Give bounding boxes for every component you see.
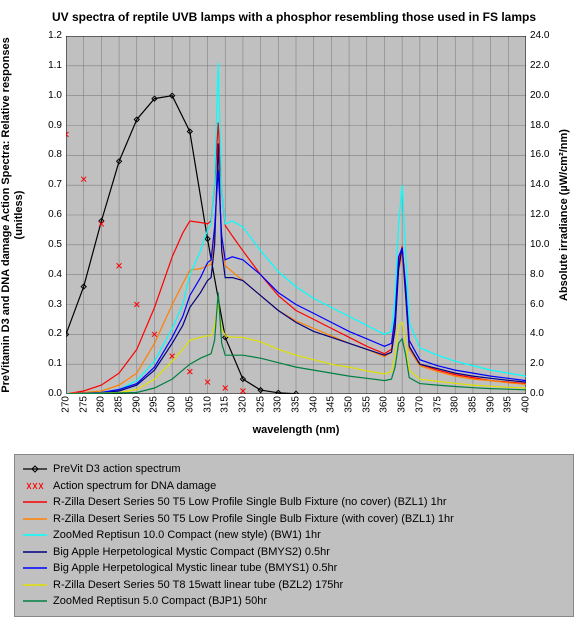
- y-right-tick: 12.0: [530, 209, 558, 220]
- legend-swatch: [23, 480, 47, 492]
- plot-svg: [66, 36, 526, 394]
- y-right-tick: 10.0: [530, 239, 558, 250]
- x-tick: 315: [220, 396, 231, 413]
- x-tick: 395: [503, 396, 514, 413]
- legend-label: R-Zilla Desert Series 50 T8 15watt linea…: [53, 577, 565, 594]
- y-right-tick: 22.0: [530, 60, 558, 71]
- y-axis-right-ticks: 0.02.04.06.08.010.012.014.016.018.020.02…: [528, 36, 558, 394]
- x-tick: 345: [326, 396, 337, 413]
- y-left-tick: 0.5: [38, 239, 62, 250]
- x-tick: 290: [131, 396, 142, 413]
- y-left-tick: 1.1: [38, 60, 62, 71]
- legend-label: Action spectrum for DNA damage: [53, 478, 565, 495]
- y-right-tick: 0.0: [530, 388, 558, 399]
- legend-item: R-Zilla Desert Series 50 T5 Low Profile …: [23, 511, 565, 528]
- y-right-tick: 4.0: [530, 328, 558, 339]
- x-tick: 360: [379, 396, 390, 413]
- legend-label: R-Zilla Desert Series 50 T5 Low Profile …: [53, 511, 565, 528]
- legend-label: PreVit D3 action spectrum: [53, 461, 565, 478]
- chart-title: UV spectra of reptile UVB lamps with a p…: [4, 4, 584, 26]
- x-tick: 310: [202, 396, 213, 413]
- x-tick: 350: [344, 396, 355, 413]
- x-tick: 370: [414, 396, 425, 413]
- legend-swatch: [23, 496, 47, 508]
- legend-label: Big Apple Herpetological Mystic linear t…: [53, 560, 565, 577]
- y-left-tick: 0.6: [38, 209, 62, 220]
- x-tick: 275: [78, 396, 89, 413]
- x-tick: 335: [291, 396, 302, 413]
- x-tick: 285: [114, 396, 125, 413]
- legend-item: ZooMed Reptisun 10.0 Compact (new style)…: [23, 527, 565, 544]
- y-left-tick: 0.3: [38, 299, 62, 310]
- y-left-tick: 1.0: [38, 90, 62, 101]
- legend-swatch: [23, 562, 47, 574]
- legend-label: Big Apple Herpetological Mystic Compact …: [53, 544, 565, 561]
- y-left-tick: 0.2: [38, 328, 62, 339]
- y-left-tick: 0.9: [38, 120, 62, 131]
- chart-container: UV spectra of reptile UVB lamps with a p…: [0, 0, 588, 625]
- y-left-tick: 0.4: [38, 269, 62, 280]
- legend-item: Action spectrum for DNA damage: [23, 478, 565, 495]
- y-axis-right-label: Absolute irradiance (µW/cm²/nm): [558, 36, 578, 394]
- legend-swatch: [23, 595, 47, 607]
- y-left-tick: 0.0: [38, 388, 62, 399]
- y-right-tick: 2.0: [530, 358, 558, 369]
- x-tick: 375: [432, 396, 443, 413]
- y-right-tick: 18.0: [530, 120, 558, 131]
- x-tick: 355: [361, 396, 372, 413]
- legend-item: Big Apple Herpetological Mystic linear t…: [23, 560, 565, 577]
- x-tick: 270: [61, 396, 72, 413]
- y-axis-left-label: PreVitamin D3 and DNA damage Action Spec…: [0, 36, 40, 394]
- x-tick: 340: [308, 396, 319, 413]
- y-right-tick: 8.0: [530, 269, 558, 280]
- x-tick: 280: [96, 396, 107, 413]
- x-tick: 380: [450, 396, 461, 413]
- x-tick: 325: [255, 396, 266, 413]
- x-tick: 400: [521, 396, 532, 413]
- legend-item: ZooMed Reptisun 5.0 Compact (BJP1) 50hr: [23, 593, 565, 610]
- legend-label: ZooMed Reptisun 5.0 Compact (BJP1) 50hr: [53, 593, 565, 610]
- y-left-tick: 1.2: [38, 30, 62, 41]
- x-tick: 365: [397, 396, 408, 413]
- x-tick: 300: [167, 396, 178, 413]
- y-left-tick: 0.1: [38, 358, 62, 369]
- legend-item: Big Apple Herpetological Mystic Compact …: [23, 544, 565, 561]
- legend-swatch: [23, 529, 47, 541]
- x-axis-label: wavelength (nm): [66, 424, 526, 436]
- y-right-tick: 24.0: [530, 30, 558, 41]
- y-right-tick: 6.0: [530, 299, 558, 310]
- y-right-tick: 20.0: [530, 90, 558, 101]
- legend-item: R-Zilla Desert Series 50 T8 15watt linea…: [23, 577, 565, 594]
- plot-wrapper: PreVitamin D3 and DNA damage Action Spec…: [4, 26, 584, 446]
- legend-swatch: [23, 463, 47, 475]
- x-tick: 385: [467, 396, 478, 413]
- x-tick: 320: [237, 396, 248, 413]
- x-axis-ticks: 2702752802852902953003053103153203253303…: [66, 394, 526, 424]
- x-tick: 295: [149, 396, 160, 413]
- y-right-tick: 16.0: [530, 149, 558, 160]
- legend-item: PreVit D3 action spectrum: [23, 461, 565, 478]
- legend-swatch: [23, 513, 47, 525]
- y-left-tick: 0.7: [38, 179, 62, 190]
- y-left-tick: 0.8: [38, 149, 62, 160]
- legend-label: ZooMed Reptisun 10.0 Compact (new style)…: [53, 527, 565, 544]
- legend-swatch: [23, 546, 47, 558]
- legend-swatch: [23, 579, 47, 591]
- legend-box: PreVit D3 action spectrumAction spectrum…: [14, 454, 574, 617]
- x-tick: 330: [273, 396, 284, 413]
- y-right-tick: 14.0: [530, 179, 558, 190]
- plot-area: [66, 36, 526, 394]
- x-tick: 305: [184, 396, 195, 413]
- x-tick: 390: [485, 396, 496, 413]
- legend-label: R-Zilla Desert Series 50 T5 Low Profile …: [53, 494, 565, 511]
- legend-item: R-Zilla Desert Series 50 T5 Low Profile …: [23, 494, 565, 511]
- y-axis-left-ticks: 0.00.10.20.30.40.50.60.70.80.91.01.11.2: [38, 36, 64, 394]
